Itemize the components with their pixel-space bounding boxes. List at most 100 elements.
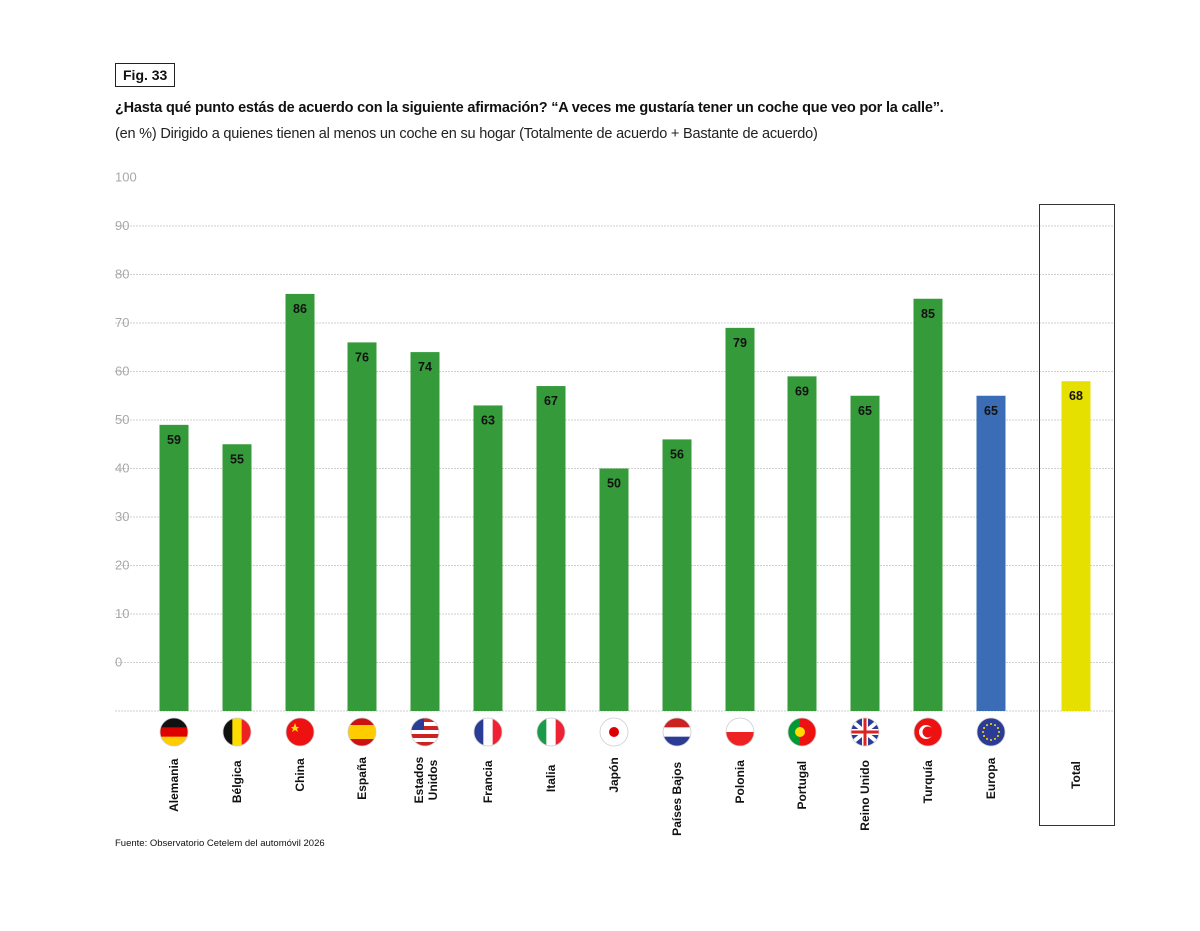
flag-stripe bbox=[726, 739, 754, 746]
flag-part bbox=[609, 727, 619, 737]
category-label: Total bbox=[1069, 761, 1083, 789]
flag-stripe bbox=[411, 726, 439, 731]
eu-flag bbox=[977, 718, 1005, 746]
bar bbox=[222, 444, 252, 711]
flag-stripe bbox=[160, 736, 188, 746]
bar-value-label: 55 bbox=[230, 452, 244, 466]
category-label: Países Bajos bbox=[670, 761, 684, 835]
category-label: Alemania bbox=[167, 758, 181, 812]
bar bbox=[662, 439, 692, 711]
flag-stripe bbox=[492, 718, 502, 746]
bar bbox=[536, 386, 566, 711]
japan-flag bbox=[600, 718, 628, 746]
spain-flag bbox=[348, 718, 376, 746]
flag-stripe bbox=[241, 718, 251, 746]
flag-star bbox=[990, 723, 992, 725]
flag-stripe bbox=[348, 732, 376, 740]
flag-outline bbox=[285, 717, 315, 747]
turkey-flag bbox=[914, 718, 942, 746]
bar-value-label: 86 bbox=[293, 302, 307, 316]
flag-star bbox=[982, 731, 984, 733]
flag-part bbox=[851, 718, 879, 746]
y-tick-label: 20 bbox=[115, 558, 129, 573]
category-label: China bbox=[293, 758, 307, 792]
flag-stripe bbox=[474, 718, 484, 746]
category-label: Polonia bbox=[733, 760, 747, 804]
bar bbox=[787, 376, 817, 711]
bar-value-label: 56 bbox=[670, 447, 684, 461]
bar bbox=[976, 395, 1006, 711]
category-label: Portugal bbox=[795, 761, 809, 810]
flag-star bbox=[983, 735, 986, 737]
bar-value-label: 74 bbox=[418, 360, 432, 374]
netherlands-flag bbox=[663, 718, 691, 746]
flag-part bbox=[286, 718, 314, 746]
flag-outline bbox=[787, 717, 817, 747]
flag-outline bbox=[850, 717, 880, 747]
flag-stripe bbox=[726, 732, 754, 740]
flag-star bbox=[994, 737, 996, 740]
uk-flag bbox=[851, 718, 879, 746]
bar bbox=[473, 405, 503, 711]
y-tick-label: 40 bbox=[115, 461, 129, 476]
flag-outline bbox=[536, 717, 566, 747]
flag-part bbox=[922, 726, 934, 738]
italy-flag bbox=[537, 718, 565, 746]
poland-flag bbox=[726, 718, 754, 746]
flag-stripe bbox=[348, 718, 376, 726]
flag-star bbox=[986, 724, 988, 727]
flag-stripe bbox=[726, 718, 754, 726]
y-tick-label: 80 bbox=[115, 267, 129, 282]
category-label: Japón bbox=[607, 757, 621, 792]
category-label-line: Unidos bbox=[426, 759, 440, 800]
y-tick-label: 0 bbox=[115, 655, 122, 670]
source-note: Fuente: Observatorio Cetelem del automóv… bbox=[115, 838, 325, 849]
total-highlight-box bbox=[1039, 204, 1115, 826]
bar bbox=[1061, 381, 1091, 711]
flag-stripe bbox=[663, 727, 691, 737]
china-flag bbox=[286, 718, 314, 746]
flag-outline bbox=[913, 717, 943, 747]
bar bbox=[159, 424, 189, 711]
y-tick-label: 60 bbox=[115, 364, 129, 379]
bar-value-label: 69 bbox=[795, 384, 809, 398]
flag-star bbox=[983, 727, 986, 729]
flag-stripe bbox=[348, 739, 376, 746]
flag-stripe bbox=[411, 742, 439, 746]
category-label: Bélgica bbox=[230, 760, 244, 803]
flag-outline bbox=[473, 717, 503, 747]
bar-value-label: 59 bbox=[167, 433, 181, 447]
bar-value-label: 63 bbox=[481, 413, 495, 427]
flag-stripe bbox=[537, 718, 547, 746]
category-label: España bbox=[355, 757, 369, 800]
flag-part bbox=[977, 718, 1005, 746]
bar-value-label: 67 bbox=[544, 394, 558, 408]
category-label: Reino Unido bbox=[858, 760, 872, 831]
flag-stripe bbox=[483, 718, 493, 746]
category-label: Francia bbox=[481, 760, 495, 803]
category-label: Europa bbox=[984, 757, 998, 799]
flag-star bbox=[998, 731, 1000, 733]
bar bbox=[599, 468, 629, 711]
flag-stripe bbox=[411, 718, 439, 723]
bar bbox=[347, 342, 377, 711]
chart-title: ¿Hasta qué punto estás de acuerdo con la… bbox=[115, 100, 944, 116]
y-tick-label: 50 bbox=[115, 412, 129, 427]
y-tick-label: 70 bbox=[115, 315, 129, 330]
flag-stripe bbox=[663, 718, 691, 728]
flag-star bbox=[986, 737, 988, 740]
flag-outline bbox=[347, 717, 377, 747]
category-label: Italia bbox=[544, 764, 558, 792]
bar-value-label: 65 bbox=[858, 404, 872, 418]
flag-outline bbox=[222, 717, 252, 747]
flag-stripe bbox=[160, 727, 188, 737]
flag-star bbox=[990, 739, 992, 741]
bar-value-label: 76 bbox=[355, 350, 369, 364]
flag-outline bbox=[599, 717, 629, 747]
flag-stripe bbox=[160, 718, 188, 728]
germany-flag bbox=[160, 718, 188, 746]
flag-stripe bbox=[411, 730, 439, 735]
flag-stripe bbox=[411, 722, 439, 727]
bar-value-label: 85 bbox=[921, 307, 935, 321]
